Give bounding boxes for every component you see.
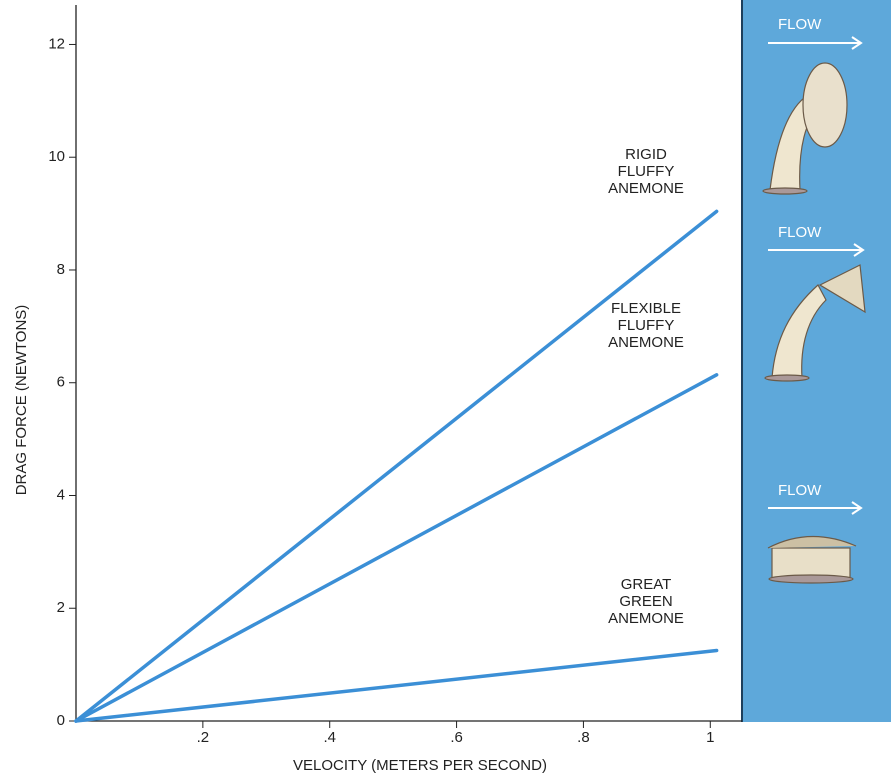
x-tick-label: .8: [577, 729, 590, 746]
x-tick-label: 1: [706, 729, 714, 746]
y-tick-label: 4: [57, 486, 65, 503]
page: VELOCITY (METERS PER SECOND) DRAG FORCE …: [0, 0, 891, 779]
flow-label: FLOW: [778, 16, 821, 33]
series-label: GREAT GREEN ANEMONE: [598, 576, 694, 627]
series-line: [76, 375, 717, 721]
y-tick-label: 12: [48, 35, 65, 52]
series-label: RIGID FLUFFY ANEMONE: [598, 146, 694, 197]
y-axis-title: DRAG FORCE (NEWTONS): [13, 305, 30, 496]
series-label: FLEXIBLE FLUFFY ANEMONE: [598, 300, 694, 351]
chart: VELOCITY (METERS PER SECOND) DRAG FORCE …: [0, 0, 891, 779]
series-line: [76, 651, 717, 721]
x-tick-label: .6: [450, 729, 463, 746]
y-tick-label: 10: [48, 148, 65, 165]
y-tick-label: 6: [57, 374, 65, 391]
series-line: [76, 211, 717, 721]
x-tick-label: .4: [323, 729, 336, 746]
y-tick-label: 2: [57, 599, 65, 616]
flow-label: FLOW: [778, 482, 821, 499]
flow-label: FLOW: [778, 224, 821, 241]
y-tick-label: 8: [57, 261, 65, 278]
y-tick-label: 0: [57, 712, 65, 729]
x-axis-title: VELOCITY (METERS PER SECOND): [293, 757, 547, 774]
x-tick-label: .2: [197, 729, 210, 746]
